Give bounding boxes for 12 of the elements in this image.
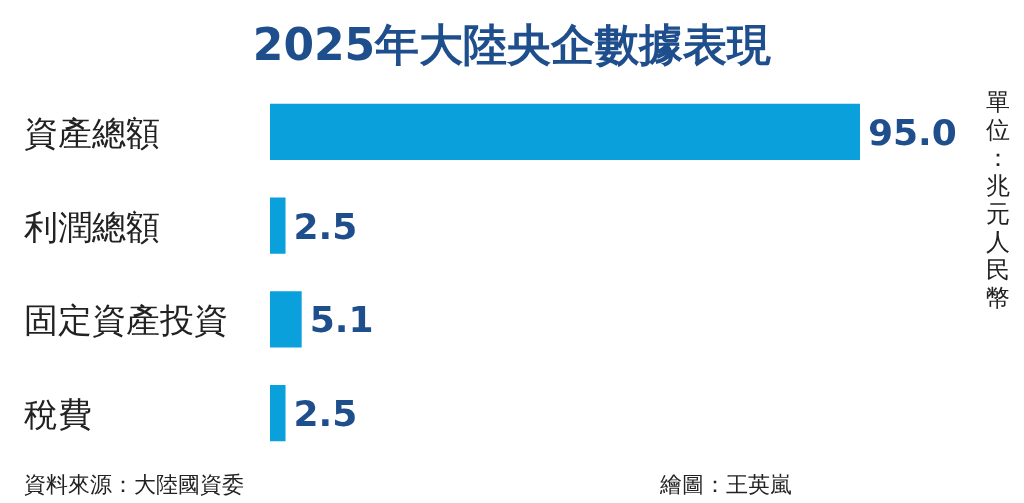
y-tick-label: 稅費: [24, 394, 92, 435]
text: 單位：兆元人民幣: [986, 88, 1010, 312]
data-label: 2.5: [293, 393, 358, 435]
y-tick-label: 資產總額: [24, 112, 160, 153]
chart-title: 2025年大陸央企數據表現: [252, 19, 772, 70]
source-note: 資料來源：大陸國資委: [24, 472, 244, 497]
y-tick-label: 利潤總額: [24, 206, 160, 247]
data-label: 5.1: [309, 299, 374, 341]
y-tick-label: 固定資產投資: [24, 300, 228, 341]
data-label: 2.5: [293, 205, 358, 247]
text: 繪圖：王英嵐: [659, 472, 792, 497]
data-label: 95.0: [868, 111, 957, 153]
